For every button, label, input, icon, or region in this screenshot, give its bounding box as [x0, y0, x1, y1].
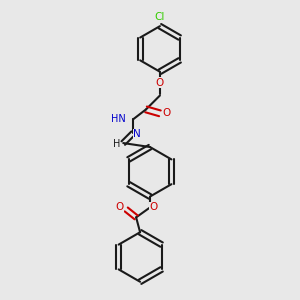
Text: O: O [150, 202, 158, 212]
Text: O: O [156, 78, 164, 88]
Text: O: O [163, 108, 171, 118]
Text: Cl: Cl [155, 12, 165, 22]
Text: HN: HN [112, 114, 126, 124]
Text: H: H [112, 139, 120, 149]
Text: O: O [115, 202, 123, 212]
Text: N: N [133, 129, 141, 139]
